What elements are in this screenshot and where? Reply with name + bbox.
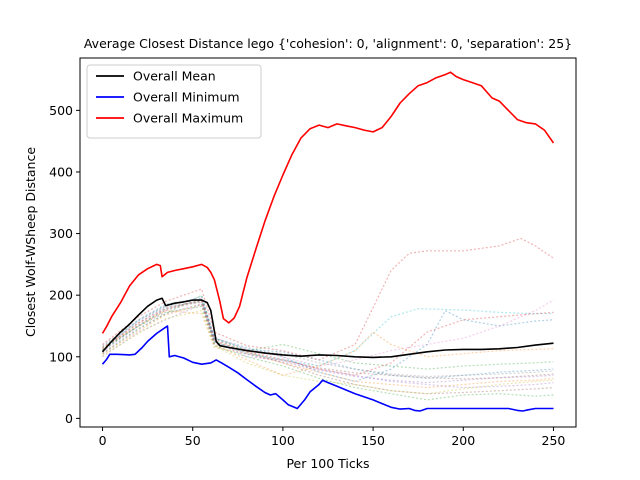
x-tick-label: 250: [542, 433, 566, 448]
legend-label-overall-minimum: Overall Minimum: [133, 90, 240, 105]
overall-maximum-line: [101, 71, 555, 334]
background-series-line-10: [102, 299, 554, 367]
legend-box: [86, 64, 262, 139]
background-series-line-9: [102, 309, 554, 395]
x-axis-ticks: 0 50 100 150 200 250: [99, 427, 566, 448]
main-series-group: [101, 71, 555, 412]
y-tick-label: 100: [49, 349, 73, 364]
background-series-line-12: [102, 303, 554, 376]
y-tick-label: 400: [49, 164, 73, 179]
background-series-line-15: [102, 303, 554, 384]
x-tick-label: 0: [99, 433, 107, 448]
y-tick-label: 200: [49, 288, 73, 303]
background-series-line-2: [102, 309, 554, 389]
x-tick-label: 200: [451, 433, 475, 448]
axes-frame: [79, 57, 577, 428]
chart-title: Average Closest Distance lego {'cohesion…: [84, 36, 572, 51]
background-series-group: [102, 237, 554, 401]
overall-minimum-line: [101, 325, 554, 412]
background-series-line-4: [102, 237, 554, 361]
background-series-line-5: [102, 303, 554, 389]
background-series-line-6: [102, 300, 554, 395]
overall-mean-line: [101, 297, 554, 359]
x-tick-label: 100: [271, 433, 295, 448]
background-series-line-13: [102, 305, 554, 401]
x-axis-label: Per 100 Ticks: [286, 456, 369, 471]
legend-label-overall-mean: Overall Mean: [133, 69, 216, 84]
y-axis-label: Closest Wolf-WSheep Distance: [23, 147, 38, 337]
y-tick-label: 300: [49, 226, 73, 241]
background-series-line-3: [102, 294, 554, 370]
y-axis-ticks: 0 100 200 300 400 500: [49, 103, 80, 426]
legend: Overall Mean Overall Minimum Overall Maxim…: [86, 64, 262, 139]
background-series-line-1: [102, 297, 554, 379]
y-tick-label: 0: [65, 411, 73, 426]
legend-label-overall-maximum: Overall Maximum: [133, 111, 243, 126]
background-series-line-7: [102, 297, 554, 367]
axes: [79, 57, 577, 428]
x-tick-label: 150: [361, 433, 385, 448]
y-tick-label: 500: [49, 103, 73, 118]
background-series-line-8: [102, 301, 554, 378]
x-tick-label: 50: [185, 433, 201, 448]
